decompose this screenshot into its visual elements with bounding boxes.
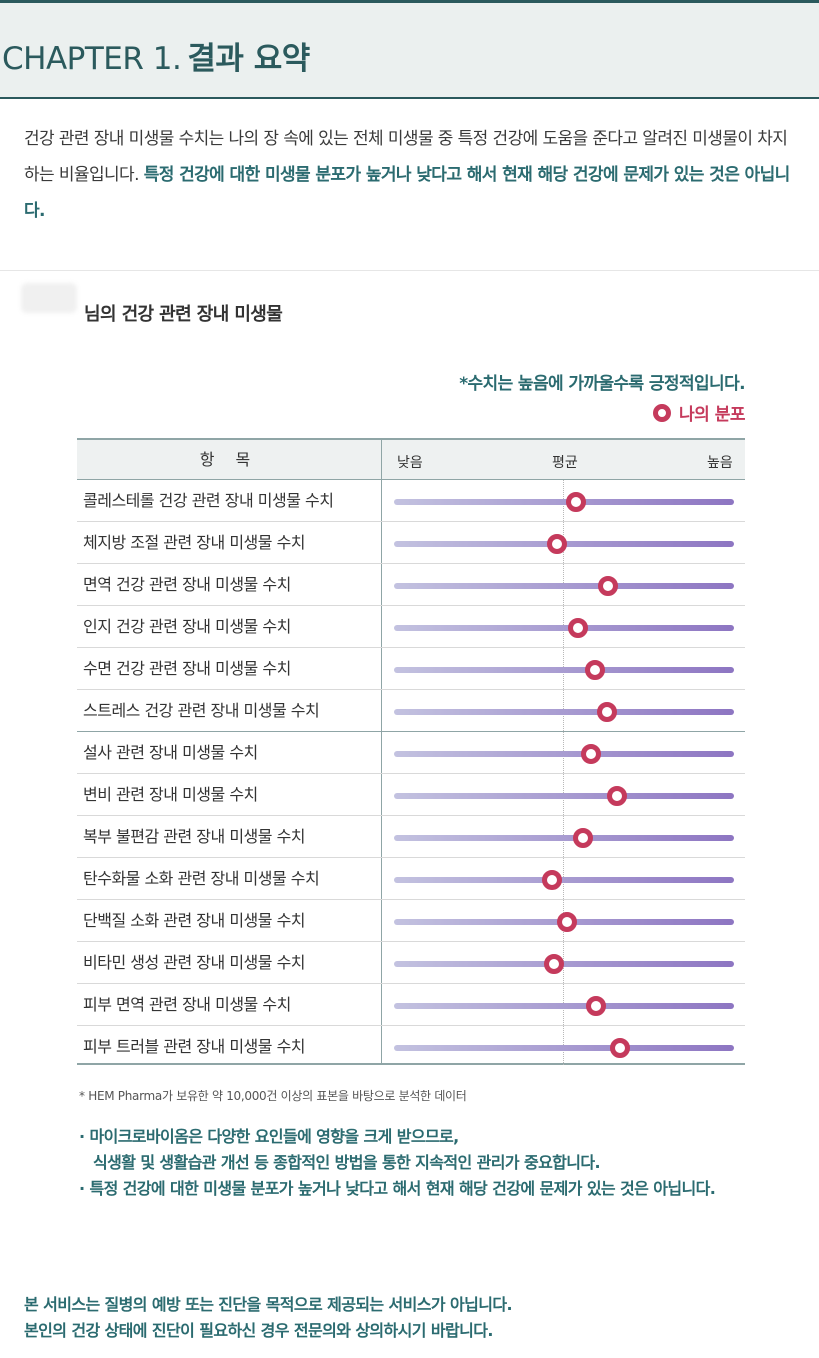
chapter-header: CHAPTER 1. 결과 요약 xyxy=(0,0,819,99)
row-label: 단백질 소화 관련 장내 미생물 수치 xyxy=(83,911,306,930)
row-label: 체지방 조절 관련 장내 미생물 수치 xyxy=(83,533,306,552)
chapter-number: CHAPTER 1. xyxy=(2,41,182,77)
notice-bullets: · 마이크로바이옴은 다양한 요인들에 영향을 크게 받으므로, 식생활 및 생… xyxy=(79,1124,716,1202)
scale-avg-label: 평균 xyxy=(552,455,578,471)
table-row: 비타민 생성 관련 장내 미생물 수치 xyxy=(77,942,745,984)
user-name-redacted xyxy=(21,283,77,313)
table-row: 복부 불편감 관련 장내 미생물 수치 xyxy=(77,816,745,858)
header-item: 항 목 xyxy=(199,450,259,469)
legend-marker-icon xyxy=(653,403,672,422)
table-row: 피부 트러블 관련 장내 미생물 수치 xyxy=(77,1026,745,1068)
my-distribution-marker xyxy=(581,744,602,764)
section-divider xyxy=(0,270,819,271)
my-distribution-marker xyxy=(542,870,563,890)
table-row: 스트레스 건강 관련 장내 미생물 수치 xyxy=(77,690,745,732)
my-distribution-marker xyxy=(572,828,593,848)
disclaimer: 본 서비스는 질병의 예방 또는 진단을 목적으로 제공되는 서비스가 아닙니다… xyxy=(24,1292,513,1344)
row-label: 복부 불편감 관련 장내 미생물 수치 xyxy=(83,827,306,846)
distribution-bar xyxy=(394,751,734,757)
section-title: 님의 건강 관련 장내 미생물 xyxy=(84,304,283,325)
my-distribution-marker xyxy=(567,618,588,638)
intro-paragraph: 건강 관련 장내 미생물 수치는 나의 장 속에 있는 전체 미생물 중 특정 … xyxy=(24,121,799,229)
table-row: 면역 건강 관련 장내 미생물 수치 xyxy=(77,564,745,606)
scale-low-label: 낮음 xyxy=(397,455,423,471)
my-distribution-marker xyxy=(565,492,586,512)
my-distribution-marker xyxy=(610,1038,631,1058)
my-distribution-marker xyxy=(598,576,619,596)
table-row: 변비 관련 장내 미생물 수치 xyxy=(77,774,745,816)
legend: 나의 분포 xyxy=(653,400,745,425)
row-label: 변비 관련 장내 미생물 수치 xyxy=(83,785,258,804)
intro-highlight: 특정 건강에 대한 미생물 분포가 높거나 낮다고 해서 현재 해당 건강에 문… xyxy=(24,165,790,221)
my-distribution-marker xyxy=(584,660,605,680)
distribution-bar xyxy=(394,1003,734,1009)
row-label: 피부 면역 관련 장내 미생물 수치 xyxy=(83,995,291,1014)
table-row: 수면 건강 관련 장내 미생물 수치 xyxy=(77,648,745,690)
chapter-heading: 결과 요약 xyxy=(187,41,310,77)
distribution-bar xyxy=(394,1045,734,1051)
my-distribution-marker xyxy=(596,702,617,722)
table-header: 항 목 낮음 평균 높음 xyxy=(77,440,745,480)
disclaimer-line-1: 본 서비스는 질병의 예방 또는 진단을 목적으로 제공되는 서비스가 아닙니다… xyxy=(24,1295,513,1314)
distribution-bar xyxy=(394,499,734,505)
bullet-1-line-2: 식생활 및 생활습관 개선 등 종합적인 방법을 통한 지속적인 관리가 중요합… xyxy=(93,1153,601,1172)
column-divider xyxy=(381,440,382,1065)
table-row: 인지 건강 관련 장내 미생물 수치 xyxy=(77,606,745,648)
distribution-bar xyxy=(394,583,734,589)
row-label: 탄수화물 소화 관련 장내 미생물 수치 xyxy=(83,869,320,888)
my-distribution-marker xyxy=(586,996,607,1016)
legend-label: 나의 분포 xyxy=(679,405,745,425)
my-distribution-marker xyxy=(606,786,627,806)
distribution-bar xyxy=(394,961,734,967)
my-distribution-marker xyxy=(543,954,564,974)
row-label: 인지 건강 관련 장내 미생물 수치 xyxy=(83,617,291,636)
distribution-bar xyxy=(394,667,734,673)
scale-high-label: 높음 xyxy=(707,455,733,471)
table-row: 설사 관련 장내 미생물 수치 xyxy=(77,732,745,774)
chapter-title: CHAPTER 1. 결과 요약 xyxy=(2,33,310,78)
my-distribution-marker xyxy=(557,912,578,932)
intro-text: 건강 관련 장내 미생물 수치는 나의 장 속에 있는 전체 미생물 중 특정 … xyxy=(24,129,788,185)
table-row: 콜레스테롤 건강 관련 장내 미생물 수치 xyxy=(77,480,745,522)
distribution-bar xyxy=(394,877,734,883)
table-row: 체지방 조절 관련 장내 미생물 수치 xyxy=(77,522,745,564)
data-source-footnote: * HEM Pharma가 보유한 약 10,000건 이상의 표본을 바탕으로… xyxy=(79,1089,467,1103)
interpretation-note: *수치는 높음에 가까울수록 긍정적입니다. xyxy=(459,374,745,394)
distribution-bar xyxy=(394,625,734,631)
distribution-bar xyxy=(394,793,734,799)
row-label: 스트레스 건강 관련 장내 미생물 수치 xyxy=(83,701,320,720)
table-row: 단백질 소화 관련 장내 미생물 수치 xyxy=(77,900,745,942)
table-row: 피부 면역 관련 장내 미생물 수치 xyxy=(77,984,745,1026)
bullet-1-line-1: · 마이크로바이옴은 다양한 요인들에 영향을 크게 받으므로, xyxy=(79,1127,459,1146)
average-line xyxy=(563,480,564,1065)
row-label: 설사 관련 장내 미생물 수치 xyxy=(83,743,258,762)
distribution-bar xyxy=(394,835,734,841)
row-label: 피부 트러블 관련 장내 미생물 수치 xyxy=(83,1037,306,1056)
bullet-2: · 특정 건강에 대한 미생물 분포가 높거나 낮다고 해서 현재 해당 건강에… xyxy=(79,1179,716,1198)
row-label: 수면 건강 관련 장내 미생물 수치 xyxy=(83,659,291,678)
disclaimer-line-2: 본인의 건강 상태에 진단이 필요하신 경우 전문의와 상의하시기 바랍니다. xyxy=(24,1321,493,1340)
row-label: 면역 건강 관련 장내 미생물 수치 xyxy=(83,575,291,594)
my-distribution-marker xyxy=(547,534,568,554)
row-label: 비타민 생성 관련 장내 미생물 수치 xyxy=(83,953,306,972)
distribution-bar xyxy=(394,709,734,715)
table-row: 탄수화물 소화 관련 장내 미생물 수치 xyxy=(77,858,745,900)
row-label: 콜레스테롤 건강 관련 장내 미생물 수치 xyxy=(83,491,334,510)
